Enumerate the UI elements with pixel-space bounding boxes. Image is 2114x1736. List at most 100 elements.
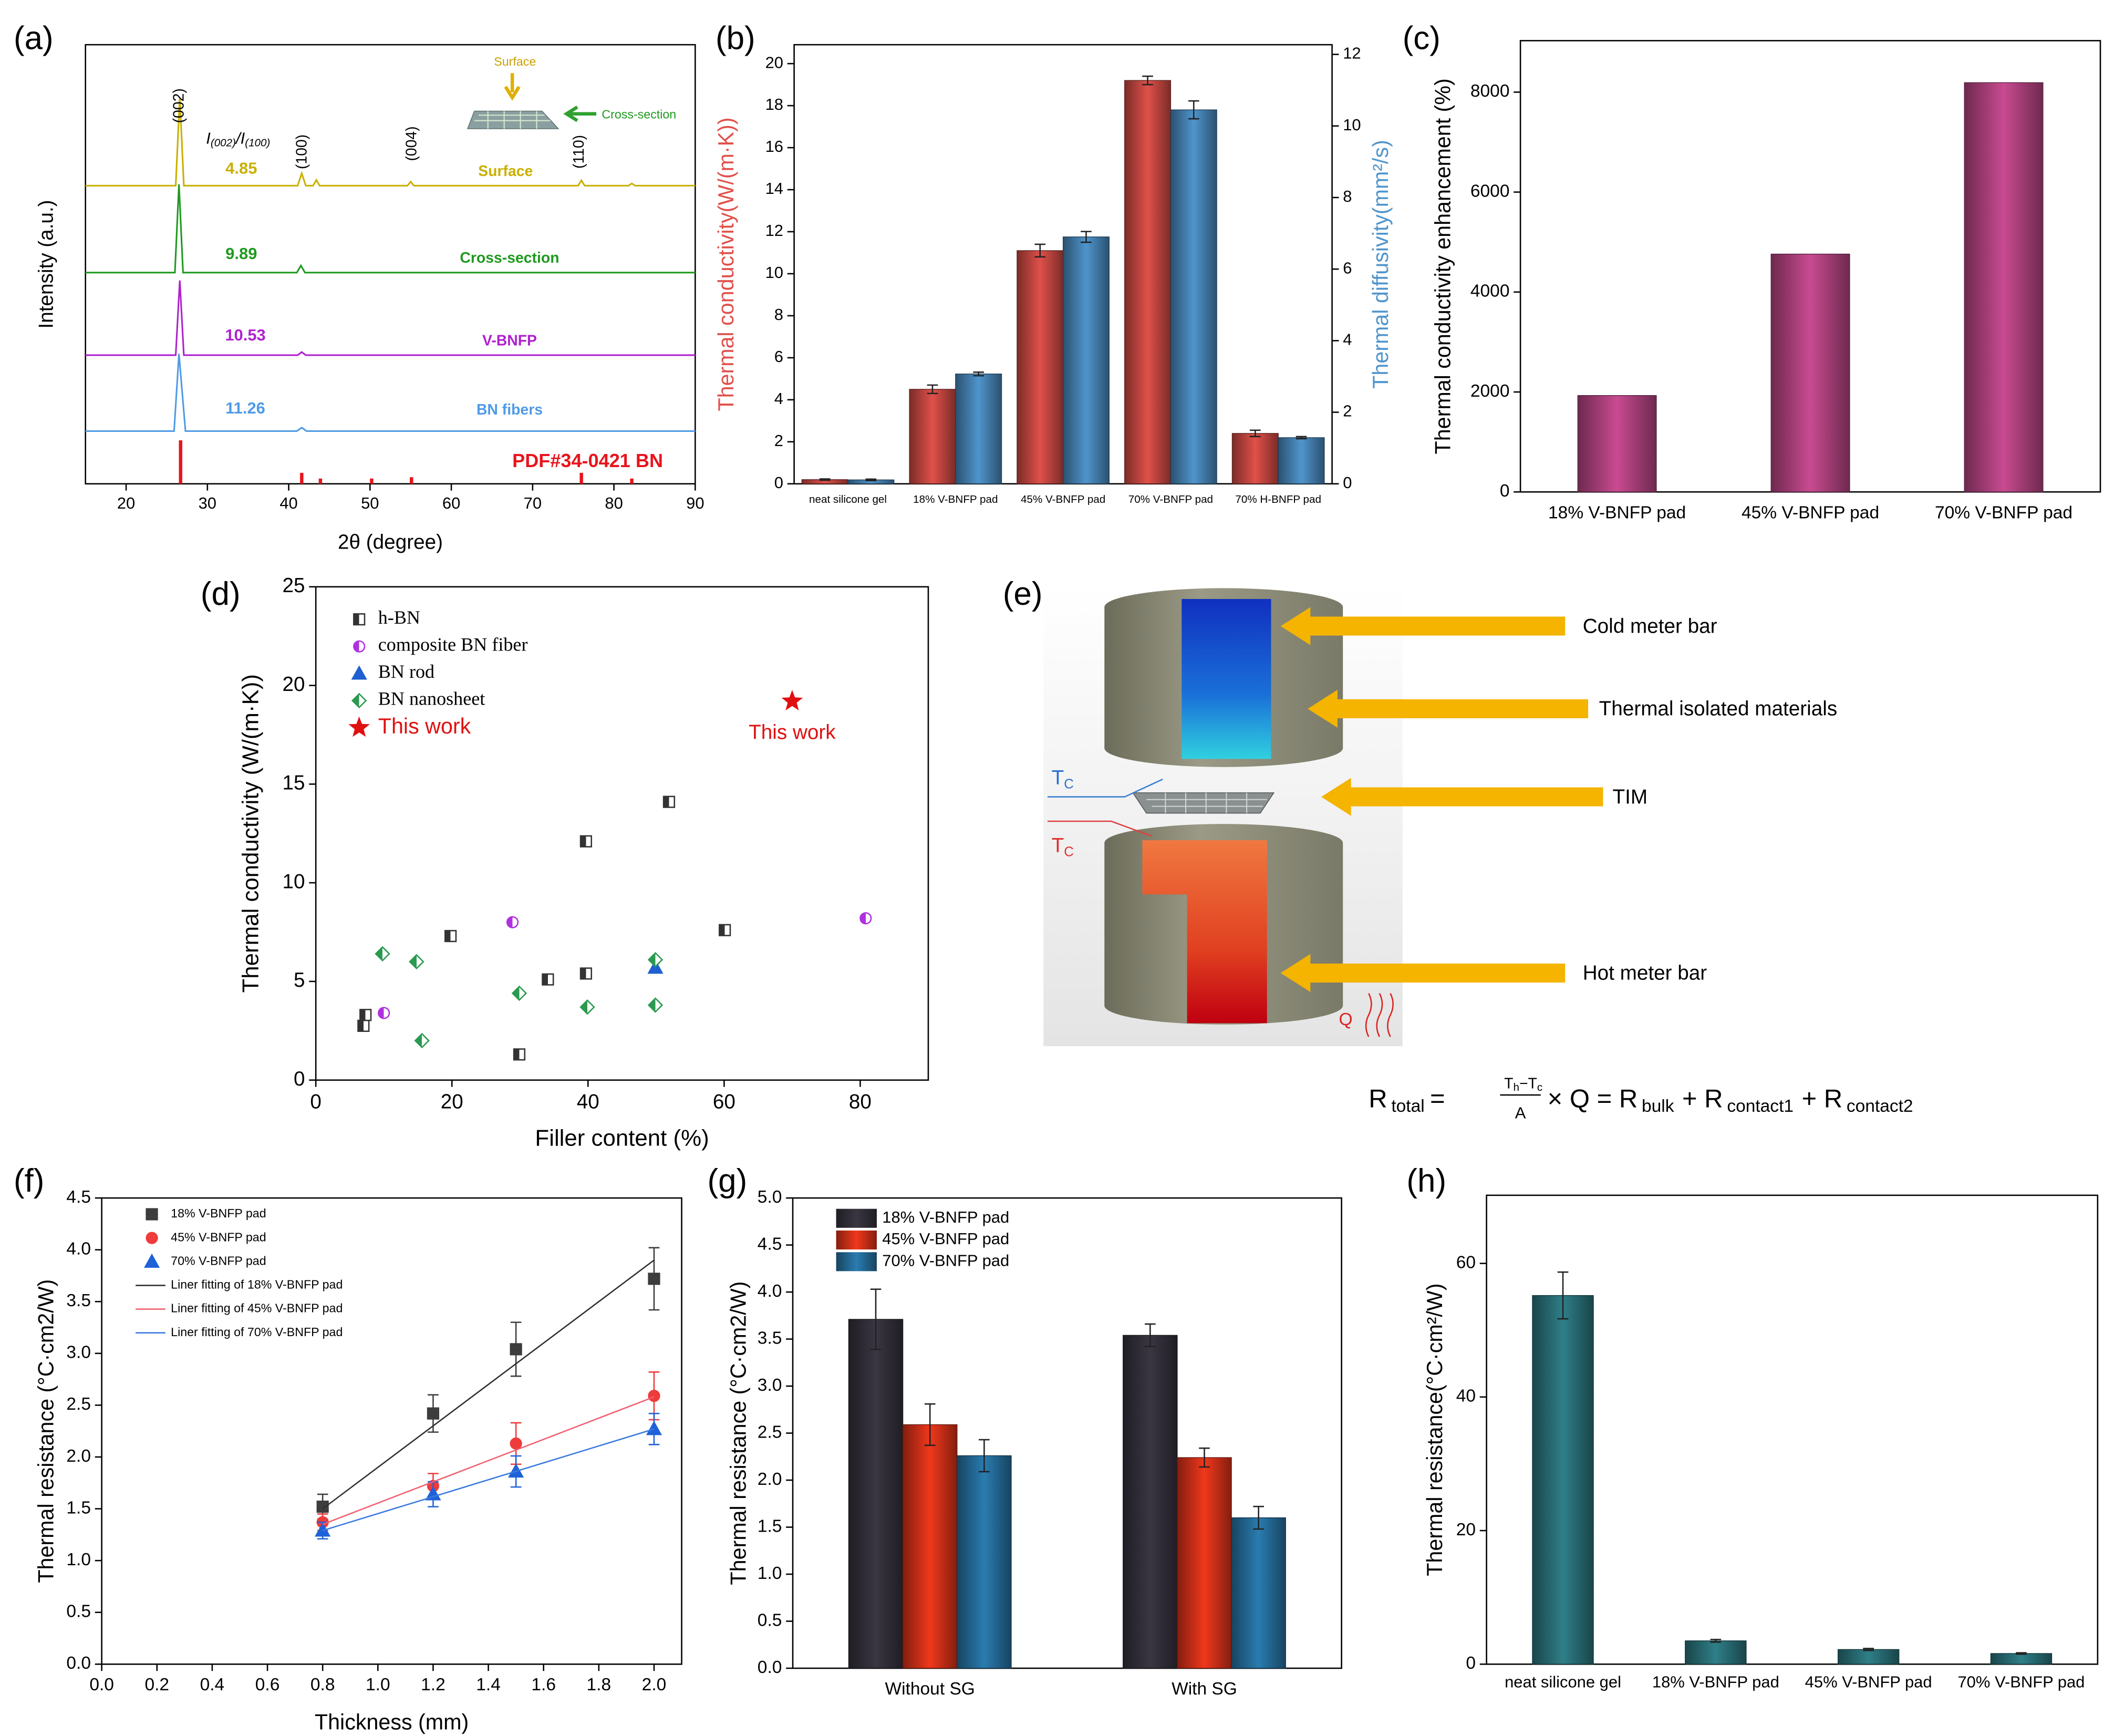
panel-label: (b) xyxy=(716,20,755,57)
y-tick-label: 0 xyxy=(1466,1654,1476,1673)
fit-line xyxy=(322,1259,655,1510)
equation-part: T xyxy=(1504,1075,1513,1092)
x-tick-label: 0.2 xyxy=(144,1675,169,1694)
bar xyxy=(955,374,1002,484)
bar xyxy=(957,1455,1012,1669)
y-tick-label: 16 xyxy=(765,137,783,156)
spectrum-line xyxy=(85,354,696,432)
x-tick-label: 70% V-BNFP pad xyxy=(1128,493,1213,505)
x-tick-label: 80 xyxy=(605,494,623,512)
point xyxy=(511,985,527,1001)
bar xyxy=(1532,1295,1594,1665)
peak-label: (004) xyxy=(403,126,420,161)
error-bar xyxy=(819,478,831,481)
y2-tick-label: 0 xyxy=(1343,473,1352,492)
x-tick-label: 70% V-BNFP pad xyxy=(1935,503,2072,522)
x-tick-label: 0.8 xyxy=(310,1675,335,1694)
panel-label: (d) xyxy=(201,576,241,612)
point xyxy=(378,1007,390,1019)
y-tick-label: 4 xyxy=(774,389,783,408)
x-axis-label: 2θ (degree) xyxy=(338,531,443,553)
x-tick-label: 18% V-BNFP pad xyxy=(913,493,998,505)
series-label: Surface xyxy=(478,163,533,180)
equation-numerator: Th−Tc xyxy=(1504,1075,1542,1094)
temperature-label: TC xyxy=(1052,767,1074,791)
point xyxy=(425,1486,441,1501)
legend-label: Liner fitting of 45% V-BNFP pad xyxy=(171,1301,343,1315)
legend-swatch xyxy=(836,1208,877,1228)
error-bar xyxy=(1034,243,1046,258)
y-axis-label: Thermal resistance(°C·cm²/W) xyxy=(1423,1283,1447,1576)
x-tick-label: 2.0 xyxy=(642,1675,667,1694)
x-tick-label: 1.6 xyxy=(531,1675,556,1694)
x-tick-label: With SG xyxy=(1172,1679,1237,1699)
y-tick-label: 12 xyxy=(765,221,783,240)
point xyxy=(579,835,593,848)
temperature-sub: C xyxy=(1064,777,1074,791)
point xyxy=(513,1048,526,1061)
y-tick-label: 3.5 xyxy=(66,1291,91,1310)
inset-arrow xyxy=(563,106,597,122)
x-tick-label: 45% V-BNFP pad xyxy=(1805,1673,1932,1691)
inset-label: Cross-section xyxy=(602,107,676,121)
panel-label: (h) xyxy=(1406,1163,1446,1199)
point xyxy=(781,690,803,710)
legend-marker xyxy=(353,613,366,626)
y-tick-label: 2.0 xyxy=(758,1470,782,1489)
bar xyxy=(902,1424,958,1669)
bar xyxy=(1577,395,1657,492)
tc-line xyxy=(1047,820,1152,837)
bar xyxy=(1170,109,1217,484)
y-tick-label: 0 xyxy=(1500,481,1510,501)
legend-marker xyxy=(353,640,366,653)
temperature-sub: C xyxy=(1064,844,1074,859)
tim-grid xyxy=(1146,792,1267,813)
y-tick-label: 2.5 xyxy=(66,1394,91,1414)
arrow xyxy=(1308,689,1589,728)
point xyxy=(579,999,595,1015)
peak-label: (100) xyxy=(293,135,310,169)
x-tick-label: 40 xyxy=(577,1091,599,1113)
ratio-label: 11.26 xyxy=(225,399,265,417)
x-axis-label: Thickness (mm) xyxy=(315,1710,469,1734)
equation-part: × Q = R xyxy=(1548,1084,1638,1113)
legend-label: 70% V-BNFP pad xyxy=(882,1251,1009,1269)
equation-denominator: A xyxy=(1515,1103,1526,1122)
point xyxy=(719,924,731,936)
point xyxy=(647,952,664,968)
legend-swatch xyxy=(836,1252,877,1272)
plot-frame xyxy=(315,586,929,1081)
ratio-label: 4.85 xyxy=(225,159,257,178)
x-tick-label: 90 xyxy=(686,494,704,512)
bar xyxy=(1231,433,1279,484)
x-tick-label: 70% H-BNFP pad xyxy=(1235,493,1321,505)
x-tick-label: 70% V-BNFP pad xyxy=(1957,1673,2085,1691)
y-axis-label: Intensity (a.u.) xyxy=(35,200,58,328)
y-tick-label: 14 xyxy=(765,179,783,198)
legend-marker xyxy=(351,665,367,680)
annotation: This work xyxy=(749,721,836,744)
y-tick-label: 3.0 xyxy=(66,1343,91,1362)
y-tick-label: 10 xyxy=(765,263,783,282)
diagram: (e) Cold meter bar Thermal isolated mate… xyxy=(1003,576,1913,1122)
spectrum-line xyxy=(85,97,696,187)
diagram-label: TIM xyxy=(1612,786,1647,808)
equation-sub: c xyxy=(1537,1082,1542,1094)
error-bar xyxy=(1710,1638,1722,1643)
error-bar xyxy=(1142,75,1153,86)
y-tick-label: 3.0 xyxy=(758,1376,782,1395)
series-label: PDF#34-0421 BN xyxy=(512,450,663,471)
error-bar xyxy=(1199,1447,1210,1468)
y-tick-label: 1.5 xyxy=(758,1516,782,1536)
temperature-main: T xyxy=(1052,834,1064,857)
y-tick-label: 4.5 xyxy=(66,1187,91,1207)
y-tick-label: 0 xyxy=(774,473,783,492)
bar xyxy=(1685,1640,1747,1665)
ratio-label: 10.53 xyxy=(225,326,265,344)
error-bar xyxy=(924,1403,936,1446)
error-bar xyxy=(1081,231,1092,243)
inset: Surface Cross-section xyxy=(467,55,676,129)
equation-part: + R xyxy=(1682,1084,1723,1113)
